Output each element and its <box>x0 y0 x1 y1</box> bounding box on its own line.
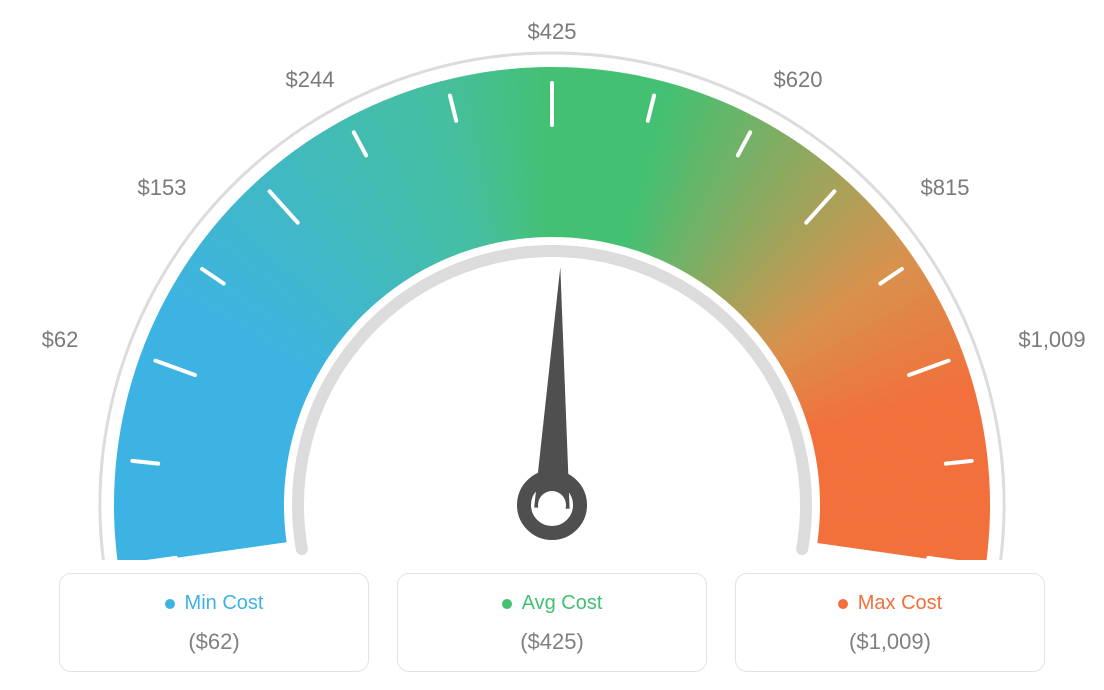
legend-row: Min Cost ($62) Avg Cost ($425) Max Cost … <box>0 573 1104 672</box>
legend-value-max: ($1,009) <box>746 629 1034 655</box>
gauge-tick-label: $620 <box>774 67 823 93</box>
legend-dot-min <box>165 599 175 609</box>
legend-title-avg: Avg Cost <box>522 592 603 615</box>
legend-card-max: Max Cost ($1,009) <box>735 573 1045 672</box>
legend-title-max: Max Cost <box>858 592 942 615</box>
gauge-tick-label: $62 <box>42 327 79 353</box>
gauge-tick-label: $153 <box>138 175 187 201</box>
gauge-tick-label: $1,009 <box>1018 327 1085 353</box>
legend-dot-max <box>838 599 848 609</box>
gauge-tick-label: $815 <box>921 175 970 201</box>
gauge-tick-label: $244 <box>286 67 335 93</box>
legend-title-min: Min Cost <box>185 592 264 615</box>
legend-value-min: ($62) <box>70 629 358 655</box>
gauge-svg <box>0 0 1104 560</box>
legend-value-avg: ($425) <box>408 629 696 655</box>
gauge-chart: $62 $153 $244 $425 $620 $815 $1,009 <box>0 0 1104 560</box>
gauge-tick-label: $425 <box>528 19 577 45</box>
legend-card-avg: Avg Cost ($425) <box>397 573 707 672</box>
legend-card-min: Min Cost ($62) <box>59 573 369 672</box>
legend-dot-avg <box>502 599 512 609</box>
